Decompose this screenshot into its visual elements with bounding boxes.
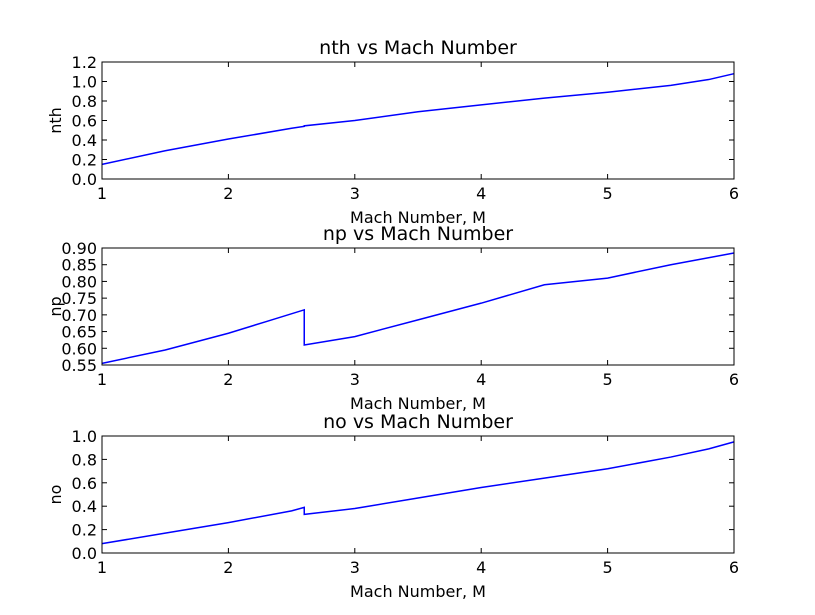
np-y-tick-label: 0.80	[61, 272, 97, 291]
np-y-tick-label: 0.70	[61, 306, 97, 325]
np-series-line	[101, 252, 735, 365]
np-y-tick-label: 0.65	[61, 323, 97, 342]
np-y-tick-label: 0.55	[61, 356, 97, 375]
no-x-tick-label: 6	[729, 558, 739, 577]
np-x-tick-label: 5	[603, 370, 613, 389]
nth-y-tick-label: 0.2	[72, 151, 97, 170]
nth-x-tick-label: 4	[476, 184, 486, 203]
no-x-axis-label: Mach Number, M	[350, 582, 486, 601]
nth-y-tick-label: 0.8	[72, 92, 97, 111]
np-chart-title: np vs Mach Number	[323, 223, 513, 245]
no-x-tick-label: 5	[603, 558, 613, 577]
nth-x-tick-label: 5	[603, 184, 613, 203]
np-y-tick-label: 0.60	[61, 339, 97, 358]
no-chart-title: no vs Mach Number	[323, 411, 513, 433]
nth-y-tick-label: 1.0	[72, 73, 97, 92]
np-y-tick-label: 0.75	[61, 289, 97, 308]
np-axes-frame	[101, 247, 735, 366]
nth-y-tick-label: 0.4	[72, 131, 97, 150]
no-y-tick-label: 0.8	[72, 450, 97, 469]
np-x-tick-label: 2	[223, 370, 233, 389]
nth-x-tick-label: 2	[223, 184, 233, 203]
nth-y-tick-label: 1.2	[72, 53, 97, 72]
subplot-nth: 1 2 3 4 5 6 0.00.20.40.60.81.01.2 nth vs Mach N…	[46, 37, 739, 227]
nth-y-axis-label: nth	[46, 107, 65, 134]
nth-x-tick-label: 3	[350, 184, 360, 203]
no-y-tick-label: 0.2	[72, 521, 97, 540]
no-x-tick-label: 3	[350, 558, 360, 577]
nth-y-tick-label: 0.6	[72, 112, 97, 131]
np-x-axis-label: Mach Number, M	[350, 394, 486, 413]
no-y-axis-label: no	[46, 485, 65, 505]
no-y-tick-label: 1.0	[72, 427, 97, 446]
np-x-tick-label: 3	[350, 370, 360, 389]
nth-series-line	[101, 72, 735, 166]
subplot-np: 1 2 3 4 5 6 0.550.600.650.700.750.800.850.90 np…	[46, 223, 739, 413]
no-series-line	[101, 441, 735, 545]
no-y-tick-label: 0.6	[72, 474, 97, 493]
nth-chart-title: nth vs Mach Number	[319, 37, 517, 59]
no-x-tick-label: 4	[476, 558, 486, 577]
no-y-tick-label: 0.4	[72, 497, 97, 516]
no-x-tick-label: 1	[97, 558, 107, 577]
np-y-axis-label: np	[46, 296, 65, 316]
no-y-tick-label: 0.0	[72, 544, 97, 563]
np-x-tick-label: 6	[729, 370, 739, 389]
no-x-tick-label: 2	[223, 558, 233, 577]
np-y-tick-label: 0.85	[61, 256, 97, 275]
subplot-no: 1 2 3 4 5 6 0.0 0.2 0.4 0.6 0.8 1.0 no vs Mach Numbe…	[46, 411, 739, 601]
np-x-tick-label: 1	[97, 370, 107, 389]
np-y-tick-label: 0.90	[61, 239, 97, 258]
nth-x-axis-label: Mach Number, M	[350, 208, 486, 227]
no-axes-frame	[101, 435, 735, 554]
np-x-tick-label: 4	[476, 370, 486, 389]
nth-y-tick-label: 0.0	[72, 170, 97, 189]
nth-x-tick-label: 6	[729, 184, 739, 203]
nth-x-tick-label: 1	[97, 184, 107, 203]
